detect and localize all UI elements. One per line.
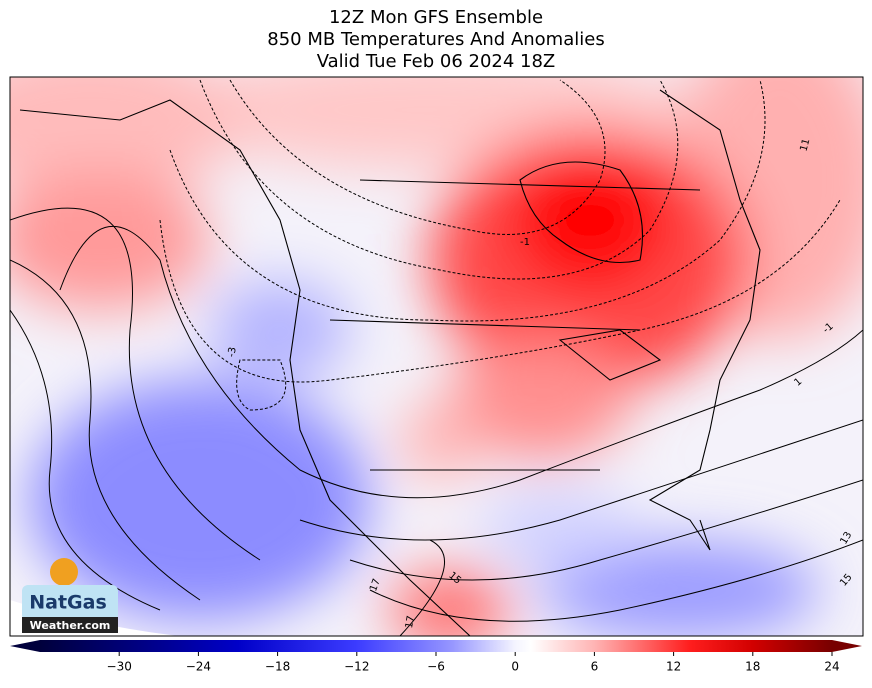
- colorbar-tick-label: −30: [107, 660, 132, 674]
- contour-label: -3: [226, 346, 239, 358]
- colorbar-tick-label: 18: [745, 660, 760, 674]
- contour-label: 1: [792, 376, 804, 389]
- title-line: Valid Tue Feb 06 2024 18Z: [317, 51, 556, 72]
- colorbar-tick-label: 12: [666, 660, 681, 674]
- contour-label: 17: [368, 577, 383, 593]
- colorbar-tick-label: 24: [824, 660, 839, 674]
- logo-site: Weather.com: [30, 619, 111, 632]
- colorbar-tick-label: −12: [344, 660, 369, 674]
- colorbar-tick-label: −24: [186, 660, 211, 674]
- colorbar-tick-label: 0: [511, 660, 519, 674]
- title-line: 850 MB Temperatures And Anomalies: [267, 29, 604, 50]
- title-line: 12Z Mon GFS Ensemble: [329, 7, 543, 28]
- map-frame: [9, 76, 864, 637]
- colorbar-arrow: [10, 640, 40, 652]
- logo: NatGas Weather.com: [22, 558, 118, 633]
- logo-name: NatGas: [29, 592, 107, 614]
- colorbar-arrow: [832, 640, 862, 652]
- colorbar-tick-label: −6: [427, 660, 445, 674]
- contour-label: 11: [799, 138, 813, 153]
- contour-label: 17: [404, 615, 417, 629]
- colorbar-tick-label: 6: [591, 660, 599, 674]
- colorbar-tick-label: −18: [265, 660, 290, 674]
- contour-label: -1: [520, 237, 530, 248]
- map: [10, 77, 863, 636]
- colorbar: [40, 640, 832, 652]
